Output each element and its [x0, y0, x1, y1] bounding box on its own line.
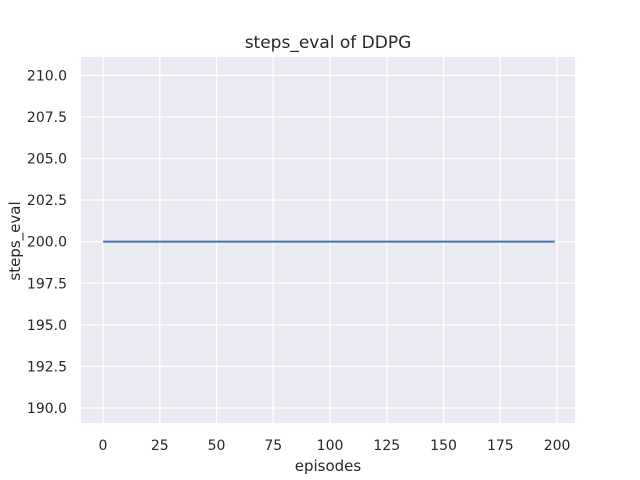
y-tick-label: 192.5 — [27, 359, 67, 375]
x-tick-label: 0 — [99, 438, 108, 454]
x-tick-label: 75 — [264, 438, 282, 454]
x-tick-label: 200 — [544, 438, 571, 454]
x-tick-label: 150 — [430, 438, 457, 454]
x-axis-label: episodes — [294, 457, 362, 475]
y-tick-label: 202.5 — [27, 193, 67, 209]
plot-background — [81, 57, 575, 423]
x-tick-label: 25 — [151, 438, 169, 454]
x-tick-label: 100 — [317, 438, 344, 454]
y-tick-label: 205.0 — [27, 151, 67, 167]
chart-title: steps_eval of DDPG — [244, 33, 412, 53]
x-tick-label: 175 — [487, 438, 514, 454]
y-tick-label: 197.5 — [27, 276, 67, 292]
x-tick-label: 125 — [373, 438, 400, 454]
y-tick-label: 200.0 — [27, 235, 67, 251]
y-tick-label: 190.0 — [27, 401, 67, 417]
y-tick-label: 195.0 — [27, 318, 67, 334]
y-tick-label: 210.0 — [27, 68, 67, 84]
y-tick-label: 207.5 — [27, 110, 67, 126]
x-tick-label: 50 — [208, 438, 226, 454]
